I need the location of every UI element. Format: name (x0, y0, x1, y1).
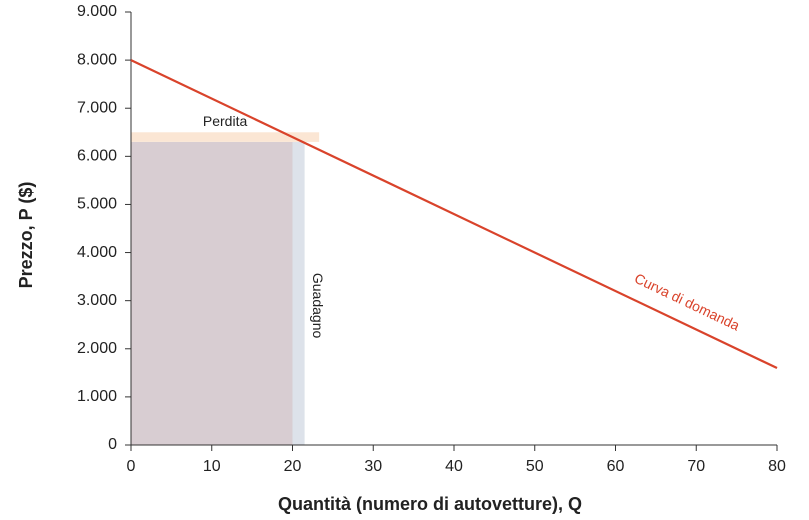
y-tick-label: 8.000 (77, 51, 117, 68)
x-tick-label: 40 (445, 458, 463, 475)
y-tick-label: 0 (108, 436, 117, 453)
y-tick-label: 4.000 (77, 244, 117, 261)
y-axis-label: Prezzo, P ($) (16, 182, 36, 289)
shaded-area (131, 141, 293, 445)
y-tick-label: 3.000 (77, 292, 117, 309)
area-label: Guadagno (310, 273, 326, 339)
y-tick-label: 1.000 (77, 388, 117, 405)
x-tick-label: 60 (607, 458, 625, 475)
y-tick-label: 7.000 (77, 99, 117, 116)
x-tick-label: 70 (687, 458, 705, 475)
x-axis-label: Quantità (numero di autovetture), Q (278, 494, 582, 514)
demand-curve (130, 59, 778, 370)
y-tick-label: 9.000 (77, 3, 117, 20)
x-tick-label: 0 (127, 458, 136, 475)
shaded-area (292, 141, 305, 445)
y-tick-label: 6.000 (77, 148, 117, 165)
x-tick-label: 10 (203, 458, 221, 475)
y-tick-label: 2.000 (77, 340, 117, 357)
y-tick-label: 5.000 (77, 196, 117, 213)
area-label: Perdita (203, 113, 248, 129)
x-tick-label: 50 (526, 458, 544, 475)
x-tick-label: 30 (364, 458, 382, 475)
x-tick-label: 20 (284, 458, 302, 475)
x-tick-label: 80 (768, 458, 786, 475)
shaded-area (131, 132, 320, 142)
